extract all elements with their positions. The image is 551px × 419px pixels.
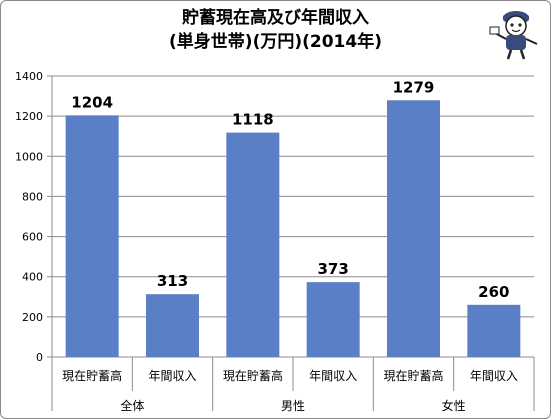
x-category-label: 現在貯蓄高 xyxy=(223,368,283,383)
bar xyxy=(387,100,440,357)
x-group-label: 全体 xyxy=(120,398,144,413)
y-tick-label: 0 xyxy=(36,351,43,364)
y-tick-label: 1200 xyxy=(15,110,43,123)
x-group-label: 女性 xyxy=(442,398,466,413)
grid-lines xyxy=(52,75,534,318)
y-tick-label: 800 xyxy=(22,190,43,203)
bar xyxy=(467,304,521,357)
x-group-label: 男性 xyxy=(281,399,305,413)
mascot-illustration xyxy=(489,11,538,60)
chart-title-block: 貯蓄現在高及び年間収入 (単身世帯)(万円)(2014年) xyxy=(0,6,551,54)
x-category-label: 年間収入 xyxy=(309,369,357,383)
y-tick-labels: 0 200 400 600 800 1000 1200 1400 xyxy=(15,70,43,364)
y-tick-label: 200 xyxy=(22,311,43,324)
x-category-label: 年間収入 xyxy=(148,369,196,383)
x-category-label: 現在貯蓄高 xyxy=(383,368,443,383)
data-label: 313 xyxy=(157,272,188,290)
data-label: 1118 xyxy=(232,111,274,129)
y-tick-label: 1000 xyxy=(15,150,43,163)
data-labels: 1204 313 1118 373 1279 260 xyxy=(71,78,509,301)
bar xyxy=(65,115,119,357)
data-label: 1279 xyxy=(393,78,435,96)
y-tick-label: 400 xyxy=(22,271,43,284)
axes xyxy=(47,75,535,411)
x-category-label: 年間収入 xyxy=(470,369,518,383)
data-label: 373 xyxy=(318,260,349,278)
data-label: 260 xyxy=(478,283,509,301)
bar xyxy=(306,282,360,357)
chart-title: 貯蓄現在高及び年間収入 xyxy=(182,8,369,28)
data-label: 1204 xyxy=(71,93,113,111)
y-tick-label: 1400 xyxy=(15,70,43,83)
bars xyxy=(65,100,521,357)
y-tick-label: 600 xyxy=(22,231,43,244)
chart-subtitle: (単身世帯)(万円)(2014年) xyxy=(169,32,382,52)
bar xyxy=(146,294,199,357)
x-category-label: 現在貯蓄高 xyxy=(62,368,122,383)
bar xyxy=(226,132,280,357)
